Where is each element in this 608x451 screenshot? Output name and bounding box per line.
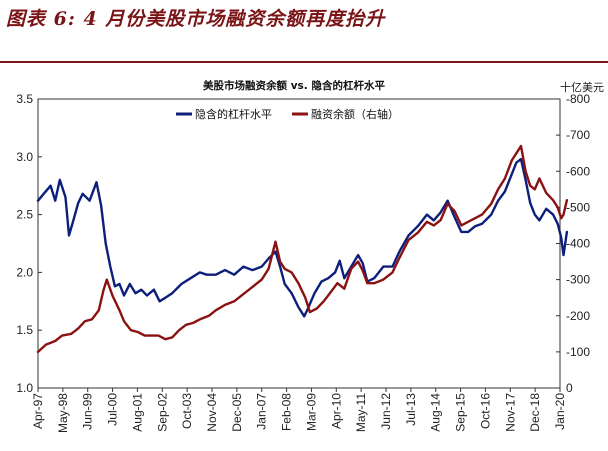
x-axis-tick-label: May-98 (56, 393, 70, 433)
right-axis-tick-label: -700 (566, 128, 590, 142)
margin-debt-series-line (36, 144, 569, 354)
x-axis-tick-label: Jun-99 (81, 393, 95, 430)
x-axis-tick-label: Aug-01 (130, 393, 144, 432)
x-axis-tick-label: Jul-13 (404, 393, 418, 426)
right-axis: 0 -100 -200 -300 -400 -500 -600 -700 -800 (556, 92, 590, 395)
x-axis-tick-label: May-11 (354, 393, 368, 432)
x-axis-tick-label: Dec-05 (230, 393, 244, 432)
right-axis-tick-label: -200 (566, 309, 590, 323)
chart-title: 美股市场融资余额 vs. 隐含的杠杆水平 (203, 79, 385, 92)
left-axis-tick-label: 2.0 (16, 265, 33, 279)
title-rule (0, 61, 608, 63)
legend-label: 隐含的杠杆水平 (195, 107, 272, 121)
x-axis-tick-label: Apr-97 (31, 393, 45, 429)
left-axis-tick-label: 3.0 (16, 150, 33, 164)
right-axis-unit-label: 十亿美元 (560, 80, 604, 94)
x-axis-tick-label: Jan-07 (255, 393, 269, 430)
x-axis-tick-label: Mar-09 (304, 393, 318, 431)
legend-label: 融资余额（右轴） (311, 107, 399, 121)
x-axis-tick-label: Sep-02 (155, 393, 169, 432)
right-axis-tick-label: -300 (566, 273, 590, 287)
x-axis-tick-label: Jul-00 (106, 393, 120, 426)
x-axis-tick-label: Feb-08 (280, 393, 294, 431)
legend: 隐含的杠杆水平 融资余额（右轴） (176, 107, 399, 121)
left-axis-tick-label: 1.0 (16, 381, 33, 395)
x-axis-tick-label: Sep-15 (454, 393, 468, 432)
x-axis-tick-label: Oct-16 (478, 393, 492, 429)
right-axis-tick-label: -400 (566, 237, 590, 251)
x-axis: Apr-97 May-98 Jun-99 Jul-00 Aug-01 Sep-02 Oct-… (31, 388, 567, 433)
left-axis-tick-label: 3.5 (16, 92, 33, 106)
right-axis-tick-label: -100 (566, 345, 590, 359)
x-axis-tick-label: Aug-14 (429, 393, 443, 432)
figure-title: 图表 6: 4 月份美股市场融资余额再度抬升 (6, 8, 386, 30)
x-axis-tick-label: Oct-03 (180, 393, 194, 429)
x-axis-tick-label: Dec-18 (528, 393, 542, 432)
implied-leverage-series-line (36, 157, 569, 318)
left-axis: 1.0 1.5 2.0 2.5 3.0 3.5 (16, 92, 42, 395)
x-axis-tick-label: Nov-17 (503, 393, 517, 432)
x-axis-tick-label: Nov-04 (205, 393, 219, 432)
left-axis-tick-label: 1.5 (16, 323, 33, 337)
right-axis-tick-label: -800 (566, 92, 590, 106)
x-axis-tick-label: Jun-12 (379, 393, 393, 430)
right-axis-tick-label: -600 (566, 164, 590, 178)
plot-frame (37, 98, 561, 389)
series-layer (36, 144, 569, 354)
x-axis-tick-label: Apr-10 (329, 393, 343, 429)
right-axis-tick-label: 0 (566, 381, 573, 395)
x-axis-tick-label: Jan-20 (553, 393, 567, 430)
left-axis-tick-label: 2.5 (16, 208, 33, 222)
right-axis-tick-label: -500 (566, 200, 590, 214)
